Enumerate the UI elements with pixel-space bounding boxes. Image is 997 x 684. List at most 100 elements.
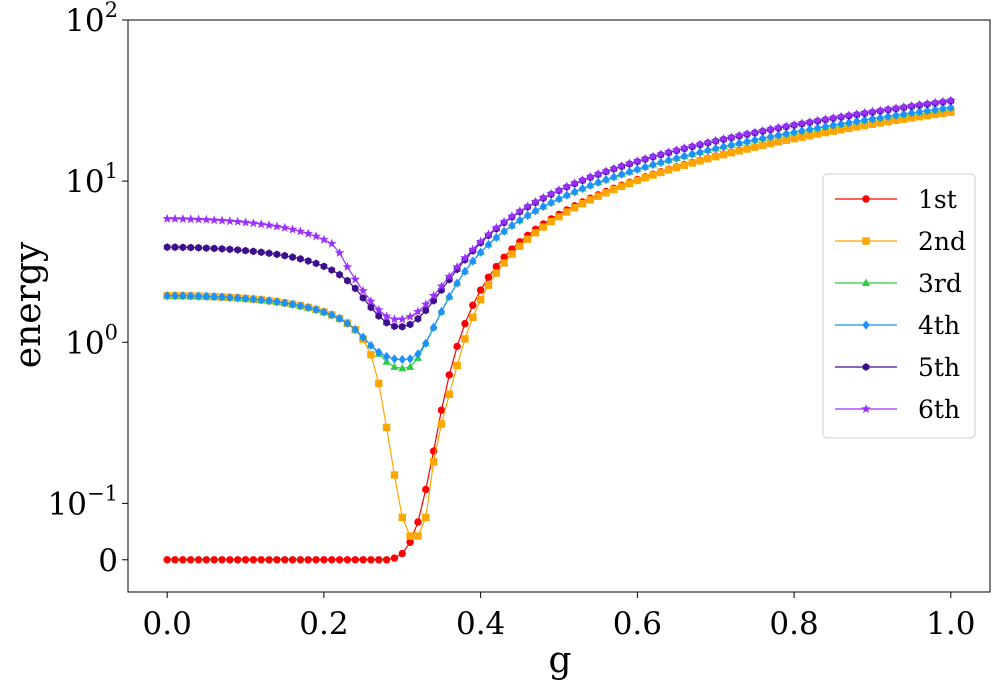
data-point-1st [422, 485, 430, 494]
data-point-2nd [923, 111, 932, 120]
data-point-4th [492, 232, 501, 243]
data-point-2nd [539, 223, 548, 231]
data-point-6th [334, 247, 345, 257]
data-point-6th [891, 103, 901, 113]
data-point-6th [405, 311, 415, 321]
data-point-1st [226, 556, 234, 564]
data-point-6th [342, 261, 353, 271]
data-point-1st [296, 556, 305, 564]
y-axis-label: energy [8, 241, 49, 368]
data-point-4th [900, 109, 908, 119]
data-point-4th [218, 292, 226, 302]
data-point-2nd [735, 147, 743, 155]
data-point-1st [179, 556, 187, 564]
data-point-2nd [429, 458, 438, 466]
data-point-2nd [782, 136, 790, 145]
data-point-4th [516, 215, 524, 225]
data-point-6th [170, 213, 180, 223]
data-point-4th [539, 201, 548, 212]
data-point-1st [320, 556, 328, 564]
data-point-6th [436, 281, 447, 291]
data-point-6th [421, 299, 431, 309]
data-point-1st [281, 556, 289, 564]
data-point-4th [774, 130, 783, 140]
x-tick-label: 0.2 [299, 606, 348, 642]
data-point-2nd [398, 513, 406, 522]
data-point-4th [288, 299, 297, 309]
data-point-4th [594, 177, 602, 188]
data-point-6th [797, 118, 807, 128]
data-point-6th [632, 156, 643, 166]
data-point-2nd [759, 141, 767, 150]
data-point-2nd [829, 127, 837, 135]
data-point-4th [790, 127, 798, 137]
data-point-4th [398, 354, 406, 365]
data-point-2nd [915, 113, 924, 121]
data-point-4th [241, 293, 250, 304]
data-point-6th [546, 188, 556, 198]
data-point-4th [680, 151, 689, 161]
data-point-1st [492, 262, 501, 271]
data-point-6th [554, 185, 564, 195]
legend-label: 4th [918, 311, 960, 340]
data-point-6th [428, 290, 439, 300]
data-point-2nd [422, 513, 430, 522]
data-point-6th [624, 158, 635, 168]
legend-item-1st: 1st [835, 185, 957, 214]
data-point-6th [906, 100, 917, 110]
data-point-1st [273, 556, 281, 564]
data-point-5th [375, 312, 383, 320]
data-point-6th [789, 119, 799, 129]
data-point-4th [508, 220, 516, 231]
data-point-5th [351, 284, 359, 293]
data-point-4th [343, 318, 352, 328]
data-point-4th [915, 107, 924, 117]
data-point-6th [844, 110, 854, 120]
data-point-4th [923, 106, 932, 116]
data-point-2nd [798, 133, 806, 141]
data-point-2nd [367, 351, 375, 359]
data-point-6th [820, 114, 831, 124]
data-point-1st [445, 371, 453, 379]
data-point-6th [178, 214, 188, 224]
data-point-2nd [484, 281, 493, 289]
data-point-2nd [751, 143, 759, 151]
data-point-1st [382, 556, 391, 564]
y-tick-label: 10−1 [48, 481, 118, 522]
data-point-4th [931, 104, 939, 115]
data-point-4th [947, 102, 955, 113]
data-point-2nd [939, 109, 947, 117]
data-point-4th [179, 291, 187, 301]
data-point-1st [461, 319, 469, 328]
data-point-6th [585, 171, 596, 181]
x-tick-label: 0.6 [613, 606, 662, 642]
plot-area [162, 95, 956, 564]
data-point-6th [350, 274, 360, 284]
data-point-4th [845, 117, 853, 128]
data-point-4th [186, 291, 195, 301]
data-point-6th [687, 141, 697, 151]
data-point-4th [163, 291, 171, 301]
data-point-1st [437, 406, 446, 414]
data-point-2nd [602, 189, 610, 197]
data-point-1st [186, 556, 195, 564]
data-point-4th [194, 291, 203, 301]
data-point-4th [171, 291, 179, 301]
data-point-4th [586, 180, 595, 191]
data-point-2nd [892, 116, 900, 125]
data-point-2nd [555, 212, 563, 221]
data-point-5th [359, 294, 367, 302]
data-point-1st [210, 556, 218, 564]
data-point-2nd [461, 335, 469, 343]
data-point-4th [939, 103, 947, 114]
data-point-6th [522, 201, 533, 211]
data-point-6th [327, 238, 337, 248]
data-point-1st [202, 556, 211, 564]
data-point-6th [389, 314, 400, 324]
data-point-1st [359, 556, 367, 564]
data-point-6th [773, 122, 784, 132]
data-point-6th [781, 121, 791, 131]
data-point-4th [751, 135, 759, 145]
data-point-6th [875, 105, 886, 115]
data-point-2nd [445, 390, 453, 399]
